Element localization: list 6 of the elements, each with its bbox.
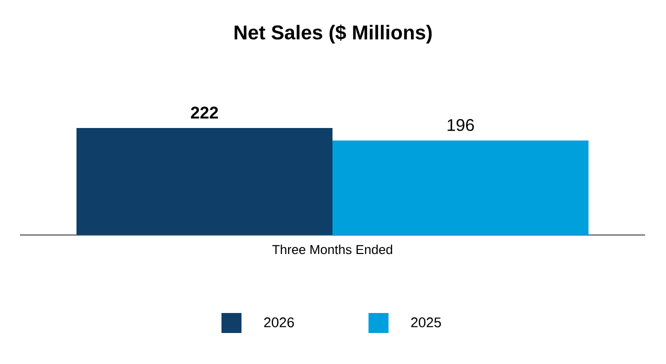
legend-label: 2025 <box>411 317 441 328</box>
legend-label: 2026 <box>264 317 294 328</box>
data-label: 196 <box>448 119 474 132</box>
x-axis-title: Three Months Ended <box>272 244 392 254</box>
chart-title: Net Sales ($ Millions) <box>234 24 432 44</box>
data-label: 222 <box>190 106 218 118</box>
